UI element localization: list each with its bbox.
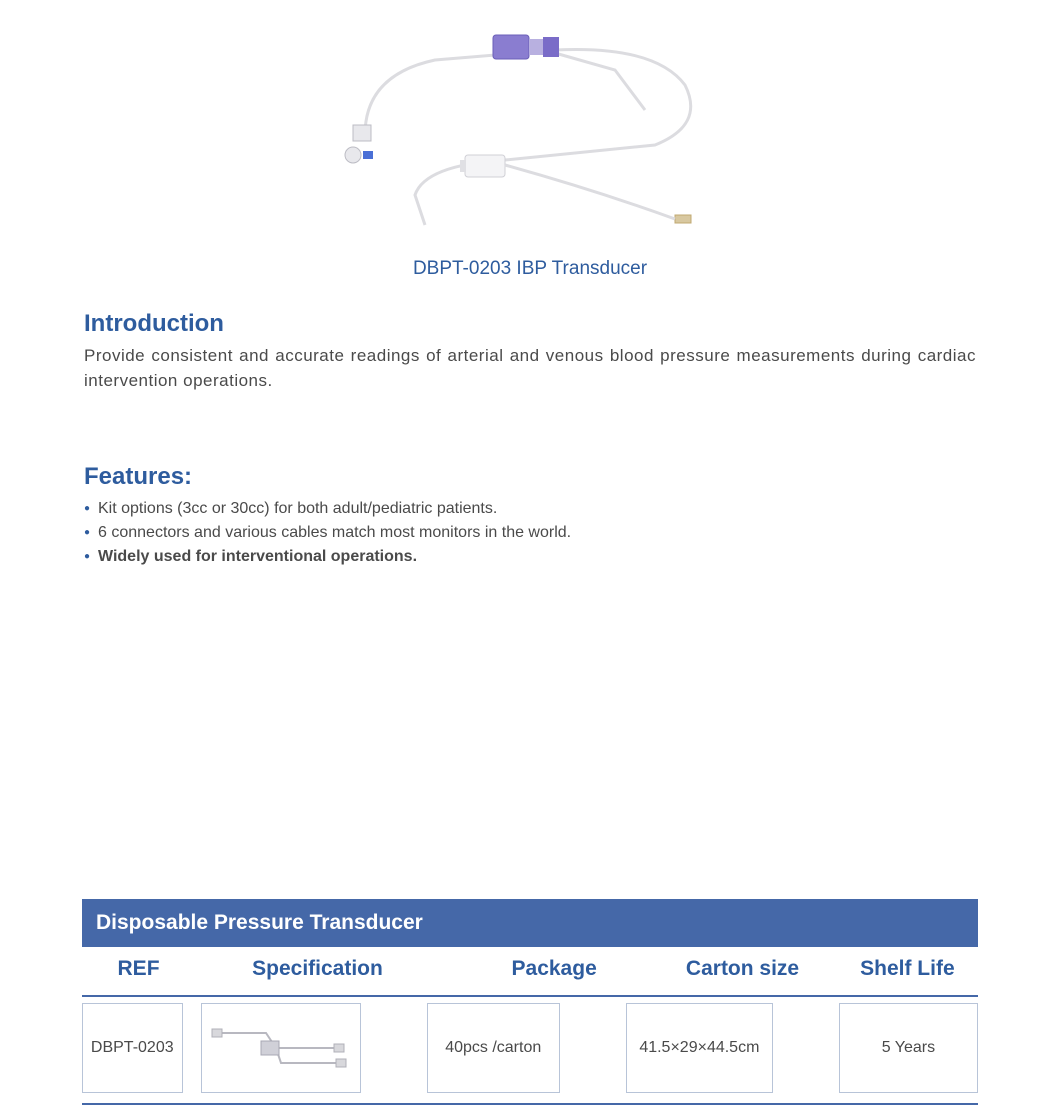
features-list: Kit options (3cc or 30cc) for both adult… bbox=[84, 497, 976, 569]
cell-shelf: 5 Years bbox=[839, 1003, 978, 1093]
column-header-spec: Specification bbox=[195, 957, 440, 981]
column-header-shelf: Shelf Life bbox=[837, 957, 978, 981]
cell-ref: DBPT-0203 bbox=[82, 1003, 183, 1093]
spec-table: Disposable Pressure Transducer REF Speci… bbox=[0, 899, 1060, 1105]
cell-spec bbox=[201, 1003, 361, 1093]
feature-item: Kit options (3cc or 30cc) for both adult… bbox=[84, 497, 976, 521]
cell-package: 40pcs /carton bbox=[427, 1003, 560, 1093]
transducer-illustration bbox=[305, 15, 755, 235]
table-title: Disposable Pressure Transducer bbox=[82, 899, 978, 947]
product-image bbox=[0, 0, 1060, 250]
product-caption: DBPT-0203 IBP Transducer bbox=[0, 258, 1060, 280]
table-row: DBPT-0203 40pcs /carton 41.5×29×44.5cm 5… bbox=[82, 997, 978, 1105]
table-header-row: REF Specification Package Carton size Sh… bbox=[82, 947, 978, 997]
column-header-pkg: Package bbox=[460, 957, 648, 981]
introduction-heading: Introduction bbox=[84, 310, 976, 338]
introduction-text: Provide consistent and accurate readings… bbox=[84, 344, 976, 393]
features-heading: Features: bbox=[84, 463, 976, 491]
feature-item: 6 connectors and various cables match mo… bbox=[84, 521, 976, 545]
cell-carton: 41.5×29×44.5cm bbox=[626, 1003, 773, 1093]
spec-thumbnail-icon bbox=[206, 1013, 356, 1083]
column-header-ref: REF bbox=[82, 957, 195, 981]
feature-item: Widely used for interventional operation… bbox=[84, 545, 976, 569]
column-header-cart: Carton size bbox=[648, 957, 836, 981]
